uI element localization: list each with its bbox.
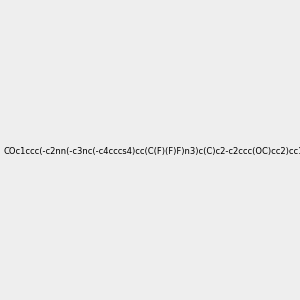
Text: COc1ccc(-c2nn(-c3nc(-c4cccs4)cc(C(F)(F)F)n3)c(C)c2-c2ccc(OC)cc2)cc1: COc1ccc(-c2nn(-c3nc(-c4cccs4)cc(C(F)(F)F… (4, 147, 300, 156)
